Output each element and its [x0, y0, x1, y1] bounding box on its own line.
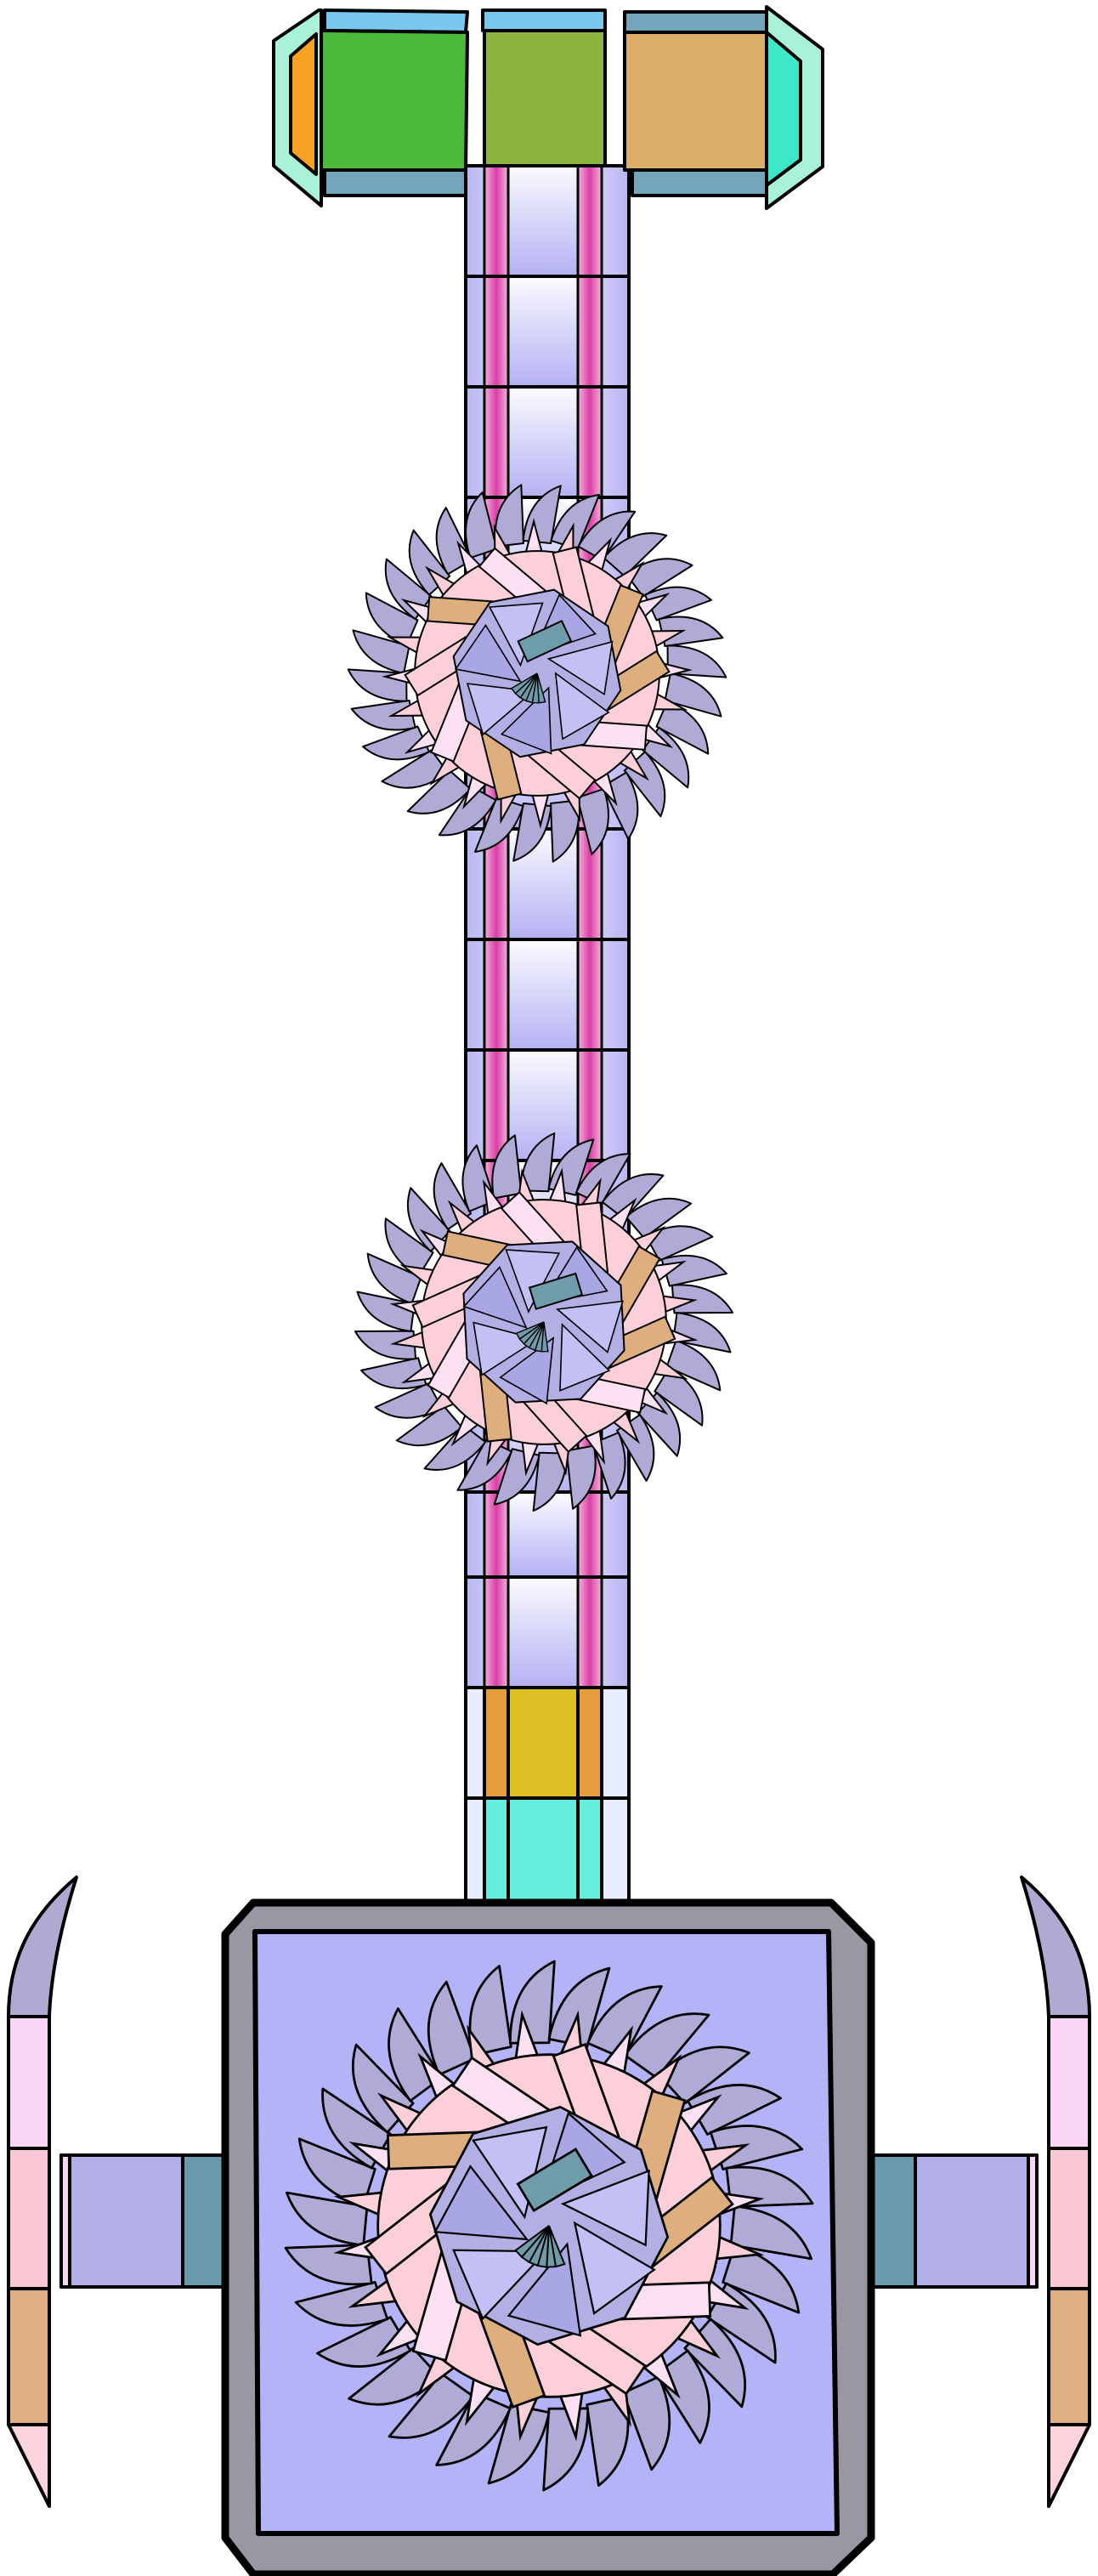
saw-tooth: [435, 2392, 512, 2466]
saw-tooth: [637, 1392, 682, 1457]
saw-tooth: [423, 1424, 487, 1471]
saw-tooth: [625, 1197, 693, 1240]
sawblade-ornament: [354, 1132, 734, 1512]
saw-tooth: [406, 1187, 451, 1252]
hub-bar: [517, 620, 573, 663]
saw-tooth: [465, 491, 498, 559]
saw-tooth: [395, 1404, 463, 1447]
saw-tooth: [671, 1284, 734, 1314]
saw-tooth: [473, 797, 524, 854]
saw-swirl: [554, 672, 610, 740]
shaft-panel: [507, 385, 580, 499]
saw-tooth: [352, 629, 410, 674]
right-arm: [871, 2153, 1039, 2289]
shaft-panel: [507, 938, 580, 1052]
saw-tooth: [709, 2125, 804, 2170]
hammer-head: [272, 5, 824, 210]
saw-swirl: [500, 686, 552, 755]
saw-tooth: [406, 769, 472, 814]
left-arm: [59, 2153, 227, 2289]
saw-tooth: [491, 1134, 523, 1200]
saw-tooth: [294, 2281, 389, 2327]
saw-tooth: [550, 493, 601, 550]
hub-bar: [528, 1272, 584, 1310]
saw-tooth: [686, 2084, 782, 2136]
saw-tooth: [547, 1966, 611, 2048]
saw-tooth: [456, 1438, 513, 1491]
shaft-panel: [507, 164, 580, 278]
sawblade-ornament: [284, 1960, 814, 2492]
saw-tooth: [603, 532, 668, 577]
saw-swirl: [555, 1300, 624, 1353]
hub-blade: [510, 672, 538, 695]
saw-tooth: [577, 510, 637, 561]
shaft-panel: [507, 1575, 580, 1689]
saw-tooth: [576, 787, 609, 855]
saw-swirl: [546, 640, 614, 696]
saw-hub: [510, 620, 573, 704]
sawblade-ornament: [347, 484, 727, 863]
saw-hub: [515, 1272, 584, 1353]
saw-tooth: [664, 672, 722, 718]
saw-tooth: [438, 786, 497, 837]
saw-tooth: [586, 1985, 663, 2060]
saw-tooth: [354, 1330, 417, 1360]
side-prongs: [7, 1875, 1091, 2508]
saw-tooth: [316, 2316, 412, 2368]
saw-swirl: [452, 2249, 548, 2321]
hub-blade: [514, 2225, 550, 2259]
saw-tooth: [285, 2191, 369, 2247]
saw-tooth: [388, 2372, 475, 2439]
saw-tooth: [665, 1339, 722, 1392]
saw-tooth: [350, 699, 416, 731]
saw-hub: [514, 2148, 594, 2268]
shaft-panel: [507, 275, 580, 389]
hub-bar: [516, 2148, 594, 2213]
saw-swirl: [462, 1266, 528, 1329]
saw-swirl: [573, 2221, 656, 2315]
saw-tooth: [622, 2375, 671, 2471]
saw-swirl: [560, 2169, 650, 2247]
saw-swirl: [433, 2165, 529, 2241]
shaft: [464, 164, 631, 1910]
saw-tooth: [565, 1444, 597, 1510]
saw-swirl: [454, 623, 522, 683]
saw-swirl: [507, 2242, 582, 2337]
left-prong: [7, 1875, 78, 2508]
saw-tooth: [427, 1980, 476, 2076]
saw-swirl: [559, 1323, 611, 1392]
right-prong: [1020, 1875, 1091, 2508]
saw-tooth: [356, 1291, 416, 1332]
saw-tooth: [658, 616, 724, 648]
hub-blade: [515, 1321, 545, 1341]
saw-tooth: [366, 1252, 422, 1305]
saw-tooth: [487, 2403, 551, 2485]
saw-tooth: [601, 1173, 665, 1220]
saw-tooth: [623, 2012, 710, 2080]
saw-swirl: [499, 1336, 555, 1405]
saw-tooth: [672, 1312, 732, 1353]
saw-tooth: [574, 1153, 631, 1206]
saw-swirl: [466, 683, 535, 736]
sawblade-ornaments: [284, 484, 814, 2492]
saw-tooth: [729, 2204, 813, 2261]
